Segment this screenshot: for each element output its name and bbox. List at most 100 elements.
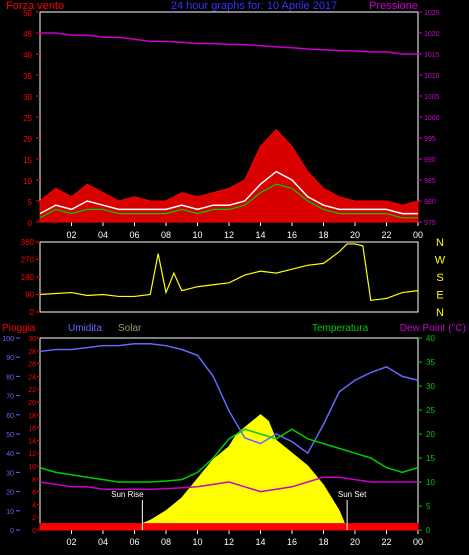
dewpoint-axis-title: Dew Point (°C) (400, 323, 466, 334)
wind-x-tick-label: 22 (381, 230, 391, 240)
temp-y-tick-label: 25 (426, 406, 435, 415)
direction-compass-label: W (435, 255, 446, 267)
pressure-line (40, 32, 418, 55)
wind-y-tick-label: 45 (23, 30, 32, 39)
temp-x-tick-label: 14 (255, 537, 265, 547)
rain-y-tick-label: 10 (28, 464, 36, 471)
rain-y-tick-label: 12 (28, 451, 36, 458)
temp-y-tick-label: 10 (426, 478, 435, 487)
temp-y-tick-label: 30 (426, 382, 435, 391)
temp-x-tick-label: 18 (318, 537, 328, 547)
humidity-y-tick-label: 80 (6, 374, 14, 381)
direction-y-tick-label: 90 (25, 291, 34, 300)
temp-y-tick-label: 20 (426, 430, 435, 439)
rain-y-tick-label: 4 (32, 502, 36, 509)
sun-set-label: Sun Set (338, 490, 367, 499)
rain-y-tick-label: 20 (28, 400, 36, 407)
wind-y-tick-label: 40 (23, 51, 32, 60)
temp-y-tick-label: 5 (426, 502, 431, 511)
wind-y-tick-label: 10 (23, 177, 32, 186)
temp-x-tick-label: 08 (161, 537, 171, 547)
rain-axis-title: Pioggia (2, 323, 36, 334)
humidity-y-tick-label: 40 (6, 451, 14, 458)
humidity-line (39, 343, 419, 455)
rain-y-tick-label: 18 (28, 413, 36, 420)
solar-area (40, 414, 418, 531)
humidity-axis-title: Umidita (68, 323, 102, 334)
wind-y-tick-label: 5 (28, 198, 33, 207)
dewpoint-line (39, 476, 418, 493)
direction-y-tick-label: 0 (30, 308, 35, 317)
temp-x-tick-label: 00 (413, 537, 423, 547)
temp-y-tick-label: 35 (426, 358, 435, 367)
humidity-y-tick-label: 70 (6, 394, 14, 401)
rain-y-tick-label: 26 (28, 362, 36, 369)
temp-x-tick-label: 16 (287, 537, 297, 547)
wind-x-tick-label: 16 (287, 230, 297, 240)
pressure-y-tick-label: 1000 (424, 115, 440, 122)
humidity-y-tick-label: 30 (6, 470, 14, 477)
pressure-y-tick-label: 985 (424, 178, 436, 185)
humidity-y-tick-label: 100 (2, 336, 14, 343)
pressure-y-tick-label: 1025 (424, 10, 440, 17)
temp-y-tick-label: 15 (426, 454, 435, 463)
rain-y-tick-label: 28 (28, 349, 36, 356)
rain-y-tick-label: 2 (32, 515, 36, 522)
rain-y-tick-label: 24 (28, 374, 36, 381)
wind-x-tick-label: 20 (350, 230, 360, 240)
wind-x-tick-label: 08 (161, 230, 171, 240)
wind-y-tick-label: 25 (23, 114, 32, 123)
wind-y-tick-label: 35 (23, 72, 32, 81)
wind-x-tick-label: 00 (413, 230, 423, 240)
pressure-y-tick-label: 975 (424, 220, 436, 227)
temp-x-tick-label: 06 (129, 537, 139, 547)
chart-title: 24 hour graphs for: 10 Aprile 2017 (171, 0, 337, 12)
rain-y-tick-label: 0 (32, 528, 36, 535)
temperature-line (39, 428, 419, 483)
pressure-y-tick-label: 1010 (424, 73, 440, 80)
wind-x-tick-label: 02 (66, 230, 76, 240)
wind-y-tick-label: 0 (28, 219, 33, 228)
temp-x-tick-label: 12 (224, 537, 234, 547)
temp-x-tick-label: 10 (192, 537, 202, 547)
humidity-y-tick-label: 60 (6, 413, 14, 420)
rain-y-tick-label: 22 (28, 387, 36, 394)
pressure-axis-title: Pressione (369, 0, 418, 12)
wind-y-tick-label: 15 (23, 156, 32, 165)
rain-y-tick-label: 6 (32, 490, 36, 497)
pressure-y-tick-label: 995 (424, 136, 436, 143)
direction-compass-label: E (436, 290, 443, 302)
humidity-y-tick-label: 20 (6, 490, 14, 497)
direction-compass-label: N (436, 307, 444, 319)
temperature-axis-title: Temperatura (312, 323, 369, 334)
wind-y-tick-label: 20 (23, 135, 32, 144)
wind-x-tick-label: 12 (224, 230, 234, 240)
wind-y-tick-label: 30 (23, 93, 32, 102)
gust-line (39, 170, 418, 215)
temp-x-tick-label: 04 (98, 537, 108, 547)
direction-panel-frame (39, 241, 419, 313)
temp-x-tick-label: 22 (381, 537, 391, 547)
humidity-y-tick-label: 10 (6, 509, 14, 516)
wind-axis-title: Forza vento (6, 0, 64, 12)
rain-bar (39, 523, 419, 531)
rain-y-tick-label: 30 (28, 336, 36, 343)
rain-y-tick-label: 16 (28, 426, 36, 433)
direction-y-tick-label: 180 (21, 273, 35, 282)
wind-x-tick-label: 14 (255, 230, 265, 240)
pressure-y-tick-label: 1005 (424, 94, 440, 101)
temp-x-tick-label: 20 (350, 537, 360, 547)
avg-wind-line (39, 183, 418, 219)
humidity-y-tick-label: 50 (6, 432, 14, 439)
direction-y-tick-label: 270 (21, 256, 35, 265)
temp-y-tick-label: 0 (426, 526, 431, 535)
humidity-y-tick-label: 90 (6, 355, 14, 362)
wind-x-tick-label: 18 (318, 230, 328, 240)
pressure-y-tick-label: 980 (424, 199, 436, 206)
wind-x-tick-label: 06 (129, 230, 139, 240)
pressure-y-tick-label: 1020 (424, 31, 440, 38)
pressure-y-tick-label: 990 (424, 157, 436, 164)
direction-compass-label: N (436, 237, 444, 249)
rain-y-tick-label: 14 (28, 438, 36, 445)
